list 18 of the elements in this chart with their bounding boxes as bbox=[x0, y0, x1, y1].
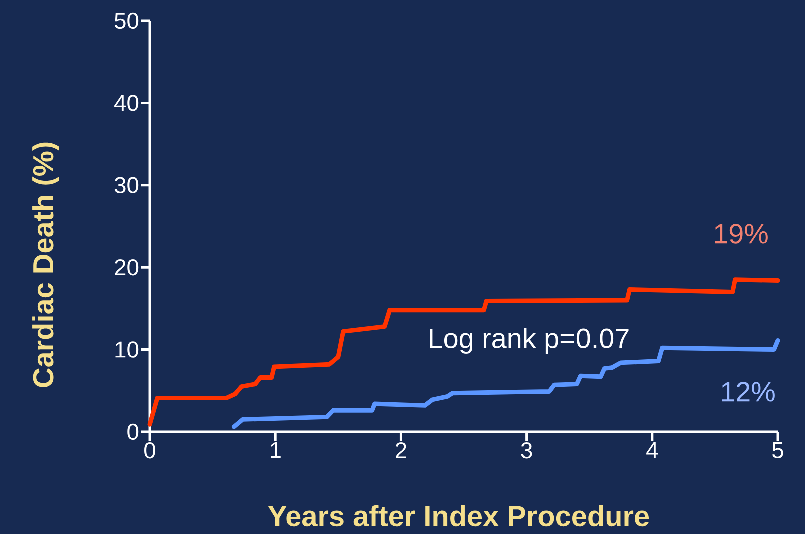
y-tick-label: 50 bbox=[114, 12, 139, 30]
annotation: Log rank p=0.07 bbox=[430, 328, 629, 354]
x-tick-label: 5 bbox=[772, 442, 784, 458]
annotation: 12% bbox=[722, 382, 775, 402]
y-axis-title: Cardiac Death (%) bbox=[32, 142, 60, 388]
y-tick-label: 0 bbox=[128, 424, 139, 440]
y-tick-label: 40 bbox=[114, 95, 139, 112]
line-series bbox=[148, 278, 780, 427]
y-tick-label: 10 bbox=[116, 342, 139, 358]
x-tick-label: 0 bbox=[144, 442, 156, 459]
annotation: 19% bbox=[715, 224, 768, 244]
x-axis-title: Years after Index Procedure bbox=[268, 505, 650, 527]
y-tick-label: 20 bbox=[115, 259, 139, 276]
y-tick-label: 30 bbox=[114, 177, 139, 194]
x-tick-label: 4 bbox=[646, 442, 658, 458]
x-tick-label: 2 bbox=[396, 442, 406, 459]
x-tick-label: 1 bbox=[270, 442, 281, 458]
x-tick-label: 3 bbox=[521, 442, 532, 459]
